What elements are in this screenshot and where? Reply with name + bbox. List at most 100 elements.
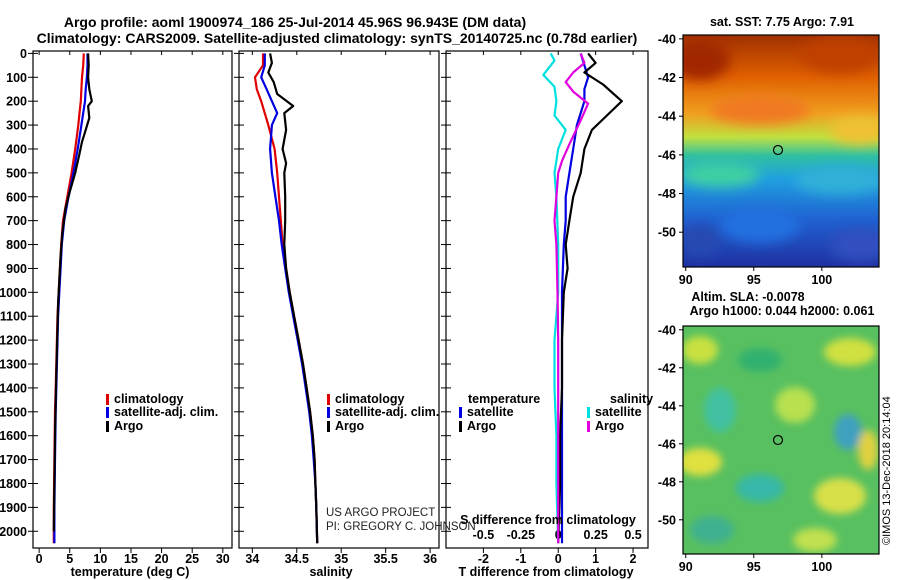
map-y-tick-label: -42 (658, 71, 676, 85)
legend-swatch-sal-argo (587, 421, 590, 432)
sst-map-title: sat. SST: 7.75 Argo: 7.91 (710, 15, 854, 29)
difference-panel (445, 50, 649, 549)
difference-plot: -2 -1 0 1 2-0.5 -0.25 0 0.25 0.5 (473, 51, 642, 566)
map-x-tick-label: 100 (811, 560, 832, 574)
difference-xlabel-salinity: S difference from climatology (460, 513, 636, 527)
depth-tick-label: 1100 (0, 310, 27, 324)
map-y-tick-label: -46 (658, 148, 676, 162)
series-argo (52, 53, 93, 532)
x-tick-label-salinity: 0.5 (624, 528, 641, 542)
legend-label-satellite: satellite-adj. clim. (335, 405, 439, 419)
legend-swatch-climatology (106, 394, 109, 405)
x-tick-label: 0 (555, 552, 562, 566)
map-y-tick-label: -48 (658, 475, 676, 489)
legend-label-climatology: climatology (114, 392, 184, 406)
depth-tick-label: 600 (6, 190, 27, 204)
legend-swatch-sal-satellite (587, 407, 590, 418)
legend-label-temp-satellite: satellite (467, 405, 514, 419)
depth-axis: 0 100 200 300 400 500 600 700 800 900 1000 1100 1200… (0, 47, 451, 539)
temperature-panel (32, 50, 233, 549)
depth-tick-label: 500 (6, 166, 27, 180)
series-temperature-satellite (560, 53, 590, 544)
x-tick-label: -2 (478, 552, 489, 566)
difference-xlabel: T difference from climatology (458, 565, 633, 579)
legend-label-climatology: climatology (335, 392, 405, 406)
x-tick-label: 34 (245, 552, 259, 566)
x-tick-label: 35 (334, 552, 348, 566)
depth-tick-label: 400 (6, 142, 27, 156)
legend-title-salinity: salinity (610, 392, 653, 406)
sla-map-title-line1: Altim. SLA: -0.0078 (691, 290, 804, 304)
x-tick-label-salinity: 0.25 (583, 528, 607, 542)
legend-label-sal-satellite: satellite (595, 405, 642, 419)
legend-swatch-argo (327, 421, 330, 432)
legend-swatch-climatology (327, 394, 330, 405)
sla-argo-location-marker (772, 434, 784, 446)
depth-tick-label: 1800 (0, 477, 27, 491)
legend-swatch-satellite (106, 407, 109, 418)
depth-tick-label: 900 (6, 262, 27, 276)
series-salinity-satellite (542, 52, 567, 544)
figure-title-line2: Climatology: CARS2009. Satellite-adjuste… (37, 30, 638, 46)
x-tick-label: 36 (423, 552, 437, 566)
depth-tick-label: 800 (6, 238, 27, 252)
x-tick-label: -1 (515, 552, 526, 566)
depth-tick-label: 1500 (0, 405, 27, 419)
credit-line1: US ARGO PROJECT (326, 507, 435, 519)
legend-label-argo: Argo (114, 419, 144, 433)
map-x-tick-label: 90 (679, 273, 693, 287)
legend-label-argo: Argo (335, 419, 365, 433)
map-x-tick-label: 95 (747, 273, 761, 287)
temperature-legend: climatology satellite-adj. clim. Argo (106, 392, 218, 433)
salinity-panel (238, 50, 440, 549)
temperature-plot: 0 5 10 15 20 25 30 (36, 51, 230, 566)
x-tick-label: 2 (630, 552, 637, 566)
sst-argo-location-marker (772, 144, 784, 156)
legend-swatch-satellite (327, 407, 330, 418)
sst-map-axes: 90 95 100 -40 -42 -44 -46 -48 -50 (658, 32, 832, 287)
sla-map-image (683, 326, 879, 554)
legend-swatch-argo (106, 421, 109, 432)
copyright-stamp: ©IMOS 13-Dec-2018 20:14:04 (881, 396, 893, 545)
map-y-tick-label: -44 (658, 399, 676, 413)
depth-tick-label: 700 (6, 214, 27, 228)
map-x-tick-label: 90 (679, 560, 693, 574)
series-temperature-argo (557, 52, 623, 544)
sla-map-axes: 90 95 100 -40 -42 -44 -46 -48 -50 (658, 323, 832, 574)
legend-label-satellite: satellite-adj. clim. (114, 405, 218, 419)
x-tick-label: 15 (124, 552, 138, 566)
x-tick-label: 25 (185, 552, 199, 566)
x-tick-label: 20 (155, 552, 169, 566)
credit-line2: PI: GREGORY C. JOHNSON (326, 521, 476, 533)
depth-tick-label: 1200 (0, 334, 27, 348)
x-tick-label-salinity: -0.5 (473, 528, 495, 542)
x-tick-label: 1 (592, 552, 599, 566)
legend-label-temp-argo: Argo (467, 419, 497, 433)
depth-tick-label: 1900 (0, 501, 27, 515)
salinity-xlabel: salinity (309, 565, 352, 579)
depth-tick-label: 1400 (0, 381, 27, 395)
x-tick-label: 5 (66, 552, 73, 566)
map-y-tick-label: -48 (658, 187, 676, 201)
map-y-tick-label: -40 (658, 323, 676, 337)
legend-title-temperature: temperature (468, 392, 540, 406)
depth-tick-label: 100 (6, 71, 27, 85)
map-y-tick-label: -46 (658, 437, 676, 451)
map-y-tick-label: -44 (658, 110, 676, 124)
series-salinity-argo (553, 53, 590, 544)
x-tick-label: 30 (216, 552, 230, 566)
temperature-xlabel: temperature (deg C) (71, 565, 190, 579)
depth-tick-label: 1600 (0, 429, 27, 443)
depth-tick-label: 200 (6, 95, 27, 109)
figure-title-line1: Argo profile: aoml 1900974_186 25-Jul-20… (64, 14, 526, 30)
salinity-plot: 34 34.5 35 35.5 36 (245, 51, 437, 566)
map-x-tick-label: 100 (811, 273, 832, 287)
depth-tick-label: 1700 (0, 453, 27, 467)
x-tick-label-salinity: -0.25 (507, 528, 536, 542)
depth-tick-label: 2000 (0, 525, 27, 539)
map-x-tick-label: 95 (747, 560, 761, 574)
x-tick-label: 34.5 (285, 552, 309, 566)
series-argo (267, 53, 319, 544)
legend-swatch-temp-argo (459, 421, 462, 432)
map-y-tick-label: -50 (658, 226, 676, 240)
